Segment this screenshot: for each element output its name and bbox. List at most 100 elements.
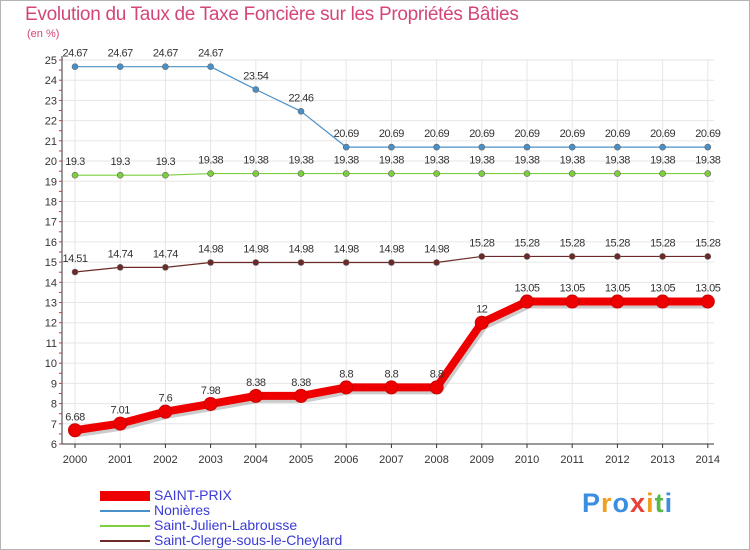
logo-letter: i [664, 488, 674, 518]
data-label: 24.67 [153, 48, 178, 60]
data-point [478, 143, 486, 151]
x-tick-label: 2004 [244, 454, 268, 466]
data-point [568, 170, 576, 177]
legend-swatch-saint-prix [100, 491, 150, 501]
y-tick-label: 24 [45, 75, 57, 87]
data-label: 20.69 [605, 128, 630, 140]
data-label: 19.38 [514, 155, 539, 167]
data-label: 8.38 [291, 377, 311, 389]
y-tick-label: 6 [51, 439, 57, 451]
x-tick-label: 2006 [334, 454, 358, 466]
data-label: 14.98 [334, 244, 359, 256]
data-point [71, 268, 79, 276]
data-point [388, 143, 395, 151]
data-point [71, 171, 79, 179]
legend-label-saint-clerge: Saint-Clerge-sous-le-Cheylard [154, 532, 343, 548]
data-label: 15.28 [695, 237, 720, 249]
y-tick-label: 8 [51, 399, 57, 411]
data-label: 8.8 [385, 368, 399, 380]
data-label: 7.6 [159, 393, 173, 405]
data-point [614, 143, 621, 151]
legend-swatch-saint-clerge [100, 540, 150, 542]
data-label: 14.74 [108, 248, 133, 260]
data-label: 19.38 [288, 155, 313, 167]
data-label: 19.38 [334, 155, 359, 167]
y-tick-label: 15 [45, 257, 57, 269]
y-tick-label: 19 [45, 176, 57, 188]
data-label: 13.05 [695, 283, 720, 295]
x-tick-label: 2002 [153, 454, 177, 466]
data-point [610, 294, 625, 309]
logo-letter: i [646, 488, 655, 518]
data-label: 20.69 [514, 128, 539, 140]
y-tick-label: 11 [46, 338, 57, 350]
data-point [659, 170, 666, 177]
data-point [162, 264, 169, 271]
data-label: 20.69 [334, 128, 359, 140]
data-point [162, 63, 169, 70]
data-point [342, 170, 350, 177]
data-label: 19.3 [110, 156, 130, 168]
logo-letter: o [612, 488, 631, 518]
data-point [339, 380, 354, 395]
data-label: 22.46 [288, 92, 313, 104]
data-label: 13.05 [560, 283, 585, 295]
data-point [659, 143, 666, 151]
data-point [474, 315, 489, 330]
x-tick-label: 2008 [424, 454, 448, 466]
proxiti-logo: Proxiti [582, 488, 673, 519]
x-tick-label: 2003 [198, 454, 222, 466]
x-tick-label: 2011 [560, 454, 584, 466]
data-point [523, 143, 531, 151]
data-label: 15.28 [514, 237, 539, 249]
data-point [433, 143, 440, 151]
data-point [116, 171, 124, 179]
x-tick-label: 2012 [605, 454, 629, 466]
data-label: 15.28 [650, 237, 675, 249]
data-label: 14.51 [62, 253, 87, 265]
legend-label-nonieres: Nonières [154, 502, 211, 518]
data-point [297, 170, 305, 177]
y-tick-label: 18 [45, 196, 57, 208]
x-tick-label: 2009 [470, 454, 494, 466]
legend-swatch-saint-julien-labrousse [100, 525, 150, 527]
data-label: 14.98 [379, 244, 404, 256]
data-point [342, 259, 350, 266]
data-label: 19.38 [424, 155, 449, 167]
x-tick-label: 2014 [696, 454, 720, 466]
data-label: 8.38 [246, 377, 266, 389]
data-label: 14.98 [288, 244, 313, 256]
data-point [113, 416, 128, 431]
data-label: 19.3 [65, 156, 85, 168]
data-point [297, 108, 305, 115]
data-point [478, 170, 486, 177]
y-tick-label: 14 [45, 277, 57, 289]
data-label: 15.28 [560, 237, 585, 249]
data-point [297, 259, 305, 266]
data-label: 13.05 [514, 283, 539, 295]
legend-swatch-nonieres [100, 510, 150, 512]
data-label: 8.8 [339, 368, 353, 380]
data-point [704, 170, 712, 177]
unit-label: (en %) [27, 28, 60, 40]
data-point [158, 404, 173, 419]
y-tick-label: 17 [45, 217, 57, 229]
data-label: 14.98 [243, 244, 268, 256]
data-point [388, 259, 395, 266]
data-point [568, 143, 576, 151]
y-tick-label: 21 [45, 136, 57, 148]
data-label: 7.98 [201, 385, 221, 397]
data-point [203, 396, 218, 411]
legend-label-saint-julien-labrousse: Saint-Julien-Labrousse [154, 517, 298, 533]
y-tick-label: 7 [51, 419, 57, 431]
data-label: 19.38 [605, 155, 630, 167]
data-label: 20.69 [650, 128, 675, 140]
data-point [252, 259, 260, 266]
y-tick-label: 16 [45, 237, 57, 249]
logo-letter: t [654, 488, 665, 518]
data-point [614, 253, 621, 260]
data-label: 14.98 [424, 244, 449, 256]
x-tick-label: 2013 [650, 454, 674, 466]
